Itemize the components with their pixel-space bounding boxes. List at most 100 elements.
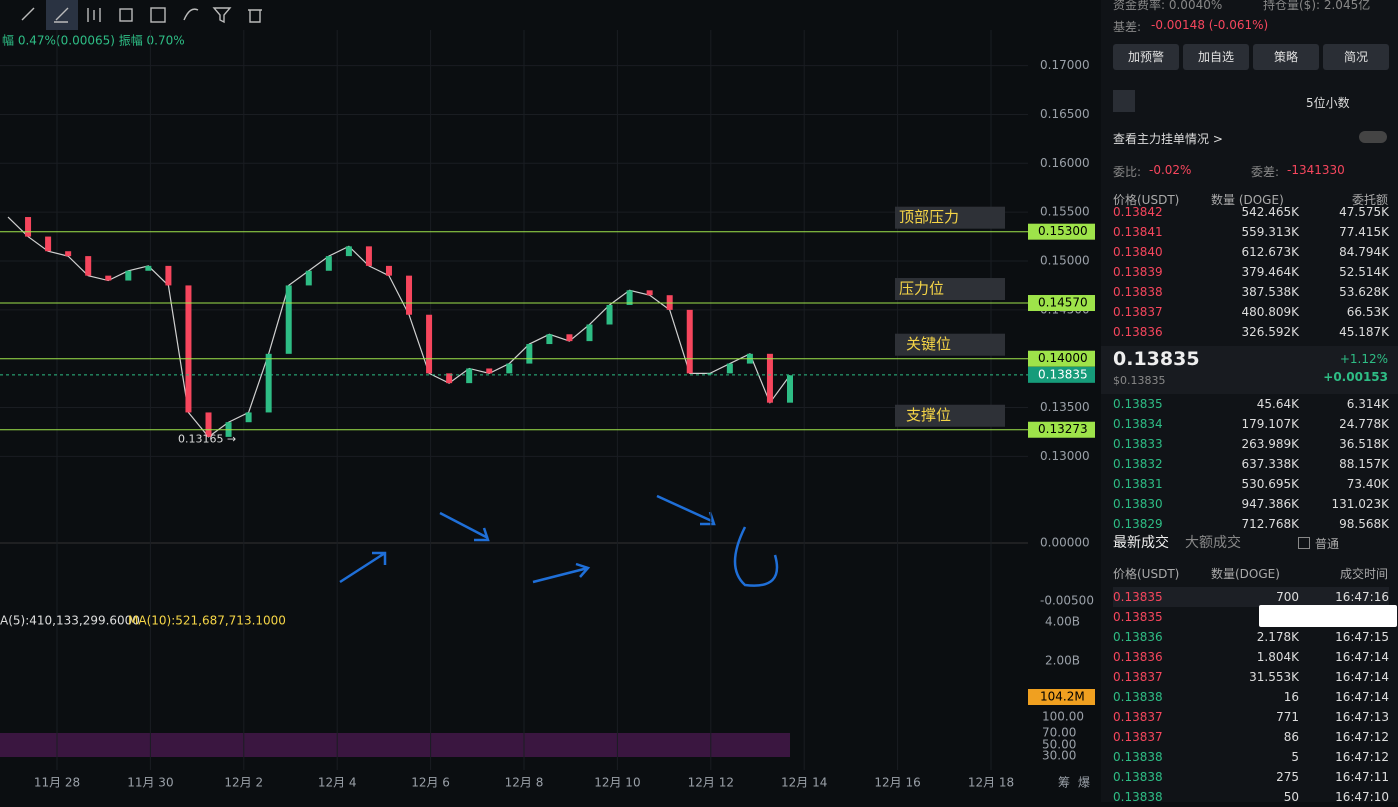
book-cell: 45.64K <box>1256 397 1299 411</box>
diff-label: 委差: <box>1251 165 1280 179</box>
trade-cell: 0.13838 <box>1113 770 1163 784</box>
trade-cell: 16:47:11 <box>1335 770 1389 784</box>
candle <box>385 265 392 276</box>
book-row: 0.13829 712.768K 98.568K <box>1113 514 1389 534</box>
toolbar-icons[interactable] <box>21 7 262 24</box>
book-cell: 0.13839 <box>1113 265 1163 279</box>
candle <box>526 344 533 364</box>
level-tag <box>1028 295 1095 312</box>
x-tick-label: 12月 12 <box>688 776 734 790</box>
trade-row: 0.13838 50 16:47:10 <box>1113 787 1389 807</box>
mid-pct: +1.12% <box>1339 352 1388 366</box>
book-cell: 559.313K <box>1241 225 1300 239</box>
book-row: 0.13840 612.673K 84.794K <box>1113 242 1389 262</box>
volume-tag <box>1028 689 1095 705</box>
level-label: 0.14570 <box>1038 296 1088 310</box>
candle <box>365 246 372 266</box>
candle <box>325 256 332 271</box>
candle <box>245 412 252 423</box>
main-orders[interactable]: 查看主力挂单情况 > <box>1113 132 1223 146</box>
button[interactable]: 加自选 <box>1183 44 1249 70</box>
book-cell: 0.13836 <box>1113 325 1163 339</box>
level-name: 支撑位 <box>906 406 951 424</box>
book-cell: 387.538K <box>1241 285 1300 299</box>
tab[interactable]: 大额成交 <box>1185 535 1241 551</box>
basis-label: 基差: <box>1113 20 1142 34</box>
price-line <box>7 216 791 438</box>
axis-button: 爆 <box>1078 776 1090 790</box>
volume-ma10: MA(10):521,687,713.1000 <box>128 614 286 628</box>
candle <box>726 363 733 374</box>
level-name-box <box>895 278 1005 301</box>
book-cell: 52.514K <box>1339 265 1389 279</box>
trade-row: 0.13838 275 16:47:11 <box>1113 767 1389 787</box>
candle <box>586 324 593 342</box>
checkbox[interactable] <box>1298 537 1310 549</box>
candle <box>145 265 152 271</box>
rsi-axis: 30.00 <box>1042 749 1076 763</box>
level-label: 0.14000 <box>1038 351 1088 365</box>
trade-cell: 771 <box>1276 710 1299 724</box>
diff: -1341330 <box>1287 163 1345 177</box>
trade-cell: 31.553K <box>1249 670 1299 684</box>
trade-cell: 16:47:12 <box>1335 730 1389 744</box>
tool-active <box>46 0 78 30</box>
table-header: 委托额 <box>1351 193 1388 207</box>
trade-cell: 16:47:14 <box>1335 650 1389 664</box>
tab[interactable]: 最新成交 <box>1113 535 1169 551</box>
y-tick-label: 0.15500 <box>1040 205 1090 219</box>
trade-cell: 700 <box>1276 590 1299 604</box>
decimals[interactable]: 5位小数 <box>1306 96 1350 110</box>
x-tick-label: 11月 30 <box>127 776 173 790</box>
button[interactable]: 加预警 <box>1113 44 1179 70</box>
table-header: 数量(DOGE) <box>1211 567 1280 581</box>
trade-row: 0.13837 771 16:47:13 <box>1113 707 1389 727</box>
book-cell: 0.13833 <box>1113 437 1163 451</box>
book-row: 0.13839 379.464K 52.514K <box>1113 262 1389 282</box>
y-tick-label: 0.15000 <box>1040 254 1090 268</box>
book-cell: 179.107K <box>1241 417 1300 431</box>
trade-cell: 0.13836 <box>1113 630 1163 644</box>
toggle[interactable] <box>1359 131 1387 143</box>
trade-cell: 16:47:15 <box>1335 630 1389 644</box>
candle <box>546 334 553 345</box>
book-cell: 0.13838 <box>1113 285 1163 299</box>
trade-cell: 0.13837 <box>1113 710 1163 724</box>
mid-price: 0.13835 <box>1113 348 1200 370</box>
candle <box>606 304 613 325</box>
trade-cell: 0.13835 <box>1113 610 1163 624</box>
level-tag <box>1028 421 1095 438</box>
mid-usd: $0.13835 <box>1113 374 1166 387</box>
rsi-axis: 70.00 <box>1042 726 1076 740</box>
candle <box>466 368 473 384</box>
x-tick-label: 12月 16 <box>874 776 920 790</box>
book-cell: 0.13832 <box>1113 457 1163 471</box>
book-cell: 36.518K <box>1339 437 1389 451</box>
rsi-axis: 100.00 <box>1042 710 1084 724</box>
x-tick-label: 12月 6 <box>411 776 450 790</box>
trade-cell: 16:47:14 <box>1335 690 1389 704</box>
book-cell: 0.13835 <box>1113 397 1163 411</box>
book-cell: 379.464K <box>1241 265 1300 279</box>
rsi-band <box>0 733 790 757</box>
button[interactable]: 简况 <box>1323 44 1389 70</box>
trade-row: 0.13838 5 16:47:12 <box>1113 747 1389 767</box>
candle <box>766 353 773 403</box>
book-cell: 0.13840 <box>1113 245 1163 259</box>
level-label: 0.15300 <box>1038 224 1088 238</box>
candle <box>506 363 513 374</box>
button[interactable]: 策略 <box>1253 44 1319 70</box>
x-tick-label: 12月 8 <box>505 776 544 790</box>
candle <box>566 334 573 342</box>
trade-cell: 86 <box>1283 730 1299 744</box>
trade-cell: 16:47:16 <box>1335 590 1389 604</box>
macd-axis: 0.00000 <box>1040 536 1090 550</box>
current-tag <box>1028 366 1095 383</box>
trade-cell: 1.804K <box>1256 650 1299 664</box>
view-icon[interactable] <box>1113 90 1135 112</box>
book-cell: 6.314K <box>1346 397 1389 411</box>
x-tick-label: 12月 18 <box>968 776 1014 790</box>
book-cell: 47.575K <box>1339 205 1389 219</box>
trade-row: 0.13836 1.804K 16:47:14 <box>1113 647 1389 667</box>
book-cell: 480.809K <box>1241 305 1300 319</box>
